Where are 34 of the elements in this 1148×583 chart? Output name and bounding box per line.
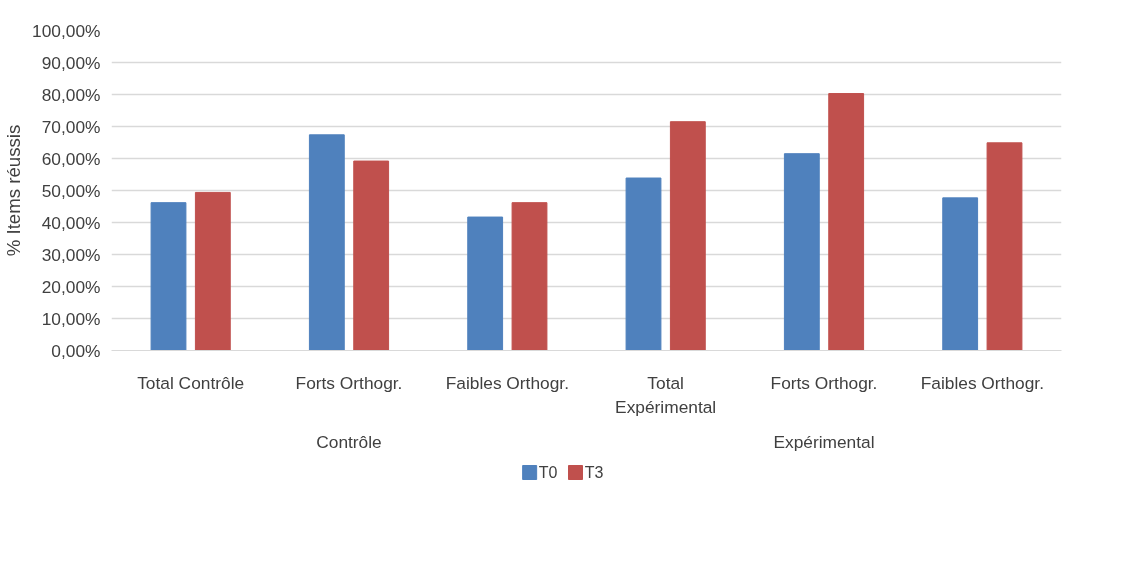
y-tick-label: 90,00% bbox=[41, 52, 101, 73]
bar bbox=[942, 197, 979, 351]
bar bbox=[150, 202, 187, 351]
bar bbox=[308, 134, 345, 351]
y-tick-label: 80,00% bbox=[41, 84, 101, 105]
text: Contrôle bbox=[316, 431, 382, 452]
y-tick-label: 0,00% bbox=[51, 340, 101, 361]
x-tick-label: Total Contrôle bbox=[137, 372, 245, 393]
bar bbox=[828, 93, 865, 351]
y-tick-label: 10,00% bbox=[41, 308, 101, 329]
bar bbox=[353, 160, 390, 351]
bar bbox=[511, 202, 548, 351]
text: Expérimental bbox=[773, 431, 875, 452]
y-tick-label: 30,00% bbox=[41, 244, 101, 265]
bar bbox=[783, 153, 820, 351]
x-tick-label: Forts Orthogr. bbox=[295, 372, 403, 393]
legend-label: T3 bbox=[584, 464, 604, 481]
y-tick-label: 50,00% bbox=[41, 180, 101, 201]
y-tick-label: 60,00% bbox=[41, 148, 101, 169]
legend-label: T0 bbox=[538, 464, 558, 481]
y-tick-label: 40,00% bbox=[41, 212, 101, 233]
x-tick-label: Forts Orthogr. bbox=[770, 372, 878, 393]
bar bbox=[194, 191, 231, 351]
x-tick-label: Faibles Orthogr. bbox=[920, 372, 1044, 393]
bar bbox=[625, 177, 662, 351]
bar bbox=[467, 216, 504, 351]
y-tick-label: 70,00% bbox=[41, 116, 101, 137]
y-tick-label: 100,00% bbox=[32, 20, 101, 41]
bar bbox=[986, 142, 1023, 351]
y-axis-title: % Items réussis bbox=[3, 124, 25, 257]
x-tick-label: Total Expérimental bbox=[615, 372, 717, 417]
bar bbox=[669, 121, 706, 351]
y-tick-label: 20,00% bbox=[41, 276, 101, 297]
x-tick-label: Faibles Orthogr. bbox=[445, 372, 569, 393]
